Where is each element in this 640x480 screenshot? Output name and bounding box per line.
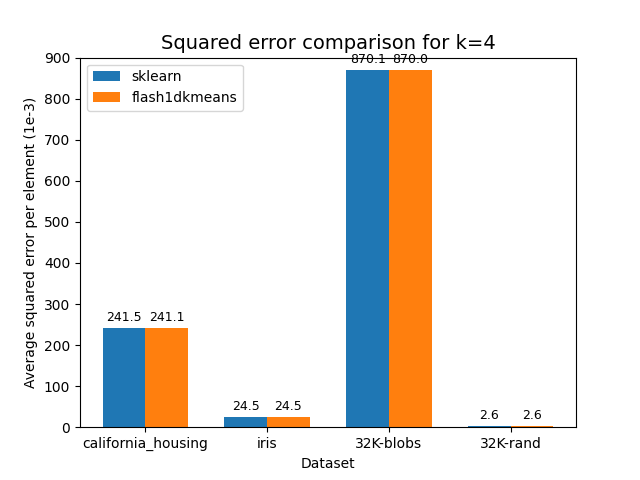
Y-axis label: Average squared error per element (1e-3): Average squared error per element (1e-3) — [24, 97, 38, 388]
Text: 2.6: 2.6 — [479, 409, 499, 422]
Text: 241.5: 241.5 — [106, 311, 141, 324]
Text: 2.6: 2.6 — [522, 409, 542, 422]
Text: 870.0: 870.0 — [392, 53, 428, 66]
Bar — [267, 417, 310, 427]
Bar — [225, 417, 267, 427]
Bar — [389, 70, 431, 427]
Bar — [468, 426, 511, 427]
Bar — [511, 426, 554, 427]
Bar — [145, 328, 188, 427]
X-axis label: Dataset: Dataset — [301, 456, 355, 470]
Bar — [346, 70, 389, 427]
Text: 241.1: 241.1 — [148, 311, 184, 324]
Legend: sklearn, flash1dkmeans: sklearn, flash1dkmeans — [87, 64, 243, 110]
Bar — [102, 328, 145, 427]
Title: Squared error comparison for k=4: Squared error comparison for k=4 — [161, 34, 495, 53]
Text: 870.1: 870.1 — [349, 53, 385, 66]
Text: 24.5: 24.5 — [275, 400, 302, 413]
Text: 24.5: 24.5 — [232, 400, 260, 413]
